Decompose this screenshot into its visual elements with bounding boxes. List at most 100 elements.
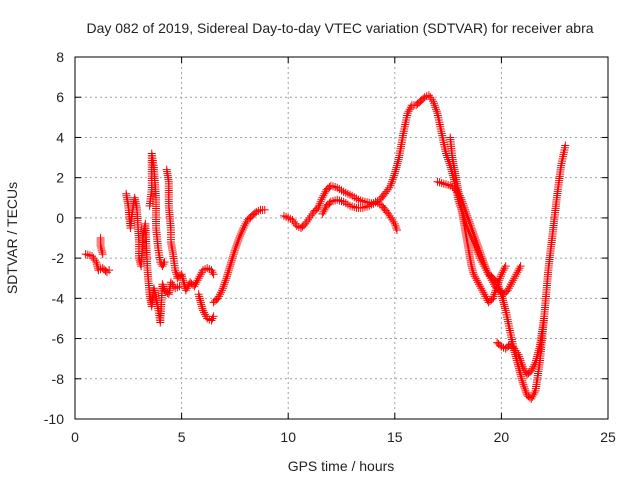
- data-point: [166, 278, 175, 287]
- y-axis-label: SDTVAR / TECUs: [4, 182, 20, 294]
- data-point: [522, 388, 531, 397]
- data-point: [485, 272, 494, 281]
- data-point: [191, 280, 200, 289]
- data-point: [218, 286, 227, 295]
- data-point: [495, 274, 504, 283]
- data-point: [394, 155, 403, 164]
- data-point: [230, 246, 239, 255]
- x-tick-label: 15: [387, 429, 403, 445]
- data-point: [468, 227, 477, 236]
- data-point: [497, 270, 506, 279]
- data-point: [92, 258, 101, 267]
- data-point: [331, 183, 340, 192]
- data-point: [208, 314, 217, 323]
- data-point: [500, 264, 509, 273]
- data-point: [333, 183, 342, 192]
- data-point: [306, 211, 315, 220]
- data-point: [173, 283, 182, 292]
- data-point: [198, 306, 207, 315]
- y-tick-label: 8: [56, 49, 64, 65]
- data-point: [339, 197, 348, 206]
- data-point: [473, 278, 482, 287]
- data-point: [478, 286, 487, 295]
- data-point: [493, 280, 502, 289]
- data-point: [348, 202, 357, 211]
- data-point: [513, 268, 522, 277]
- data-point: [470, 272, 479, 281]
- y-tick-label: -10: [44, 411, 64, 427]
- data-point: [105, 266, 114, 275]
- data-point: [197, 302, 206, 311]
- data-point: [530, 388, 539, 397]
- data-point: [493, 282, 502, 291]
- data-point: [234, 236, 243, 245]
- data-point: [426, 93, 435, 102]
- data-point: [515, 354, 524, 363]
- y-tick-label: 6: [56, 89, 64, 105]
- data-point: [325, 199, 334, 208]
- y-tick-label: 2: [56, 170, 64, 186]
- y-tick-label: 4: [56, 129, 64, 145]
- data-point: [500, 302, 509, 311]
- data-point: [205, 315, 214, 324]
- data-point: [499, 298, 508, 307]
- data-point: [304, 215, 313, 224]
- data-point: [388, 175, 397, 184]
- data-point: [527, 366, 536, 375]
- data-point: [499, 266, 508, 275]
- data-point: [358, 197, 367, 206]
- data-point: [337, 186, 346, 195]
- data-point: [498, 268, 507, 277]
- data-point: [532, 354, 541, 363]
- data-point: [159, 282, 168, 291]
- data-point: [192, 278, 201, 287]
- data-point: [305, 213, 314, 222]
- data-point: [83, 250, 92, 259]
- data-point: [229, 252, 238, 261]
- data-point: [479, 258, 488, 267]
- data-point: [540, 314, 549, 323]
- data-point: [196, 270, 205, 279]
- data-point: [233, 240, 242, 249]
- x-tick-label: 10: [280, 429, 296, 445]
- data-point: [520, 384, 529, 393]
- data-point: [360, 203, 369, 212]
- data-point: [467, 262, 476, 271]
- data-point: [491, 286, 500, 295]
- data-point: [350, 193, 359, 202]
- data-point: [468, 264, 477, 273]
- data-point: [195, 272, 204, 281]
- chart-title: Day 082 of 2019, Sidereal Day-to-day VTE…: [86, 20, 593, 36]
- data-point: [433, 177, 442, 186]
- data-point: [475, 246, 484, 255]
- data-point: [92, 260, 101, 269]
- data-point: [388, 215, 397, 224]
- data-point: [439, 179, 448, 188]
- data-point: [533, 350, 542, 359]
- data-point: [98, 248, 107, 257]
- data-point: [382, 187, 391, 196]
- data-point: [158, 280, 167, 289]
- data-point: [343, 189, 352, 198]
- data-point: [320, 189, 329, 198]
- data-point: [516, 356, 525, 365]
- data-point: [430, 101, 439, 110]
- data-point: [341, 188, 350, 197]
- data-point: [346, 190, 355, 199]
- data-point: [326, 197, 335, 206]
- x-axis-label: GPS time / hours: [288, 458, 395, 474]
- data-point: [484, 270, 493, 279]
- data-point: [510, 274, 519, 283]
- data-point: [392, 161, 401, 170]
- data-point: [254, 206, 263, 215]
- y-tick-label: -8: [52, 371, 65, 387]
- data-point: [301, 219, 310, 228]
- data-point: [289, 217, 298, 226]
- data-point: [518, 378, 527, 387]
- data-point: [229, 250, 238, 259]
- data-point: [511, 272, 520, 281]
- data-point: [219, 282, 228, 291]
- data-point: [333, 195, 342, 204]
- data-point: [517, 372, 526, 381]
